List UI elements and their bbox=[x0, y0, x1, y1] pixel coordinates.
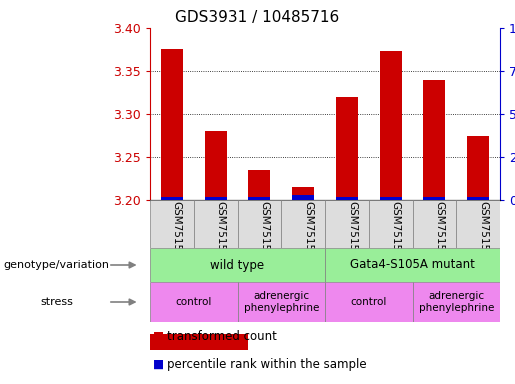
Bar bbox=[325, 200, 369, 248]
Text: percentile rank within the sample: percentile rank within the sample bbox=[167, 358, 367, 371]
Text: control: control bbox=[351, 297, 387, 307]
Bar bbox=[336, 97, 358, 200]
Bar bbox=[204, 197, 227, 200]
Text: Gata4-S105A mutant: Gata4-S105A mutant bbox=[350, 258, 475, 271]
Bar bbox=[467, 136, 489, 200]
Text: GSM751510: GSM751510 bbox=[260, 202, 269, 265]
Text: adrenergic
phenylephrine: adrenergic phenylephrine bbox=[244, 291, 319, 313]
Bar bbox=[380, 197, 402, 200]
Bar bbox=[325, 248, 500, 282]
Bar bbox=[150, 248, 325, 282]
Bar bbox=[150, 282, 237, 322]
Bar bbox=[150, 334, 248, 350]
Bar bbox=[292, 195, 314, 200]
Bar bbox=[150, 200, 194, 248]
Text: transformed count: transformed count bbox=[167, 330, 277, 343]
Text: stress: stress bbox=[41, 297, 73, 307]
Bar bbox=[237, 200, 281, 248]
Bar bbox=[248, 197, 270, 200]
Text: ■: ■ bbox=[152, 330, 164, 343]
Bar bbox=[161, 50, 183, 200]
Bar bbox=[413, 200, 456, 248]
Bar bbox=[292, 187, 314, 200]
Bar bbox=[423, 79, 445, 200]
Bar bbox=[413, 282, 500, 322]
Bar bbox=[336, 197, 358, 200]
Text: GSM751514: GSM751514 bbox=[434, 202, 444, 265]
Text: control: control bbox=[176, 297, 212, 307]
Text: GSM751513: GSM751513 bbox=[390, 202, 401, 265]
Bar bbox=[423, 197, 445, 200]
Bar bbox=[281, 200, 325, 248]
Text: GSM751509: GSM751509 bbox=[216, 202, 226, 265]
Bar bbox=[467, 197, 489, 200]
Bar bbox=[380, 51, 402, 200]
Text: GDS3931 / 10485716: GDS3931 / 10485716 bbox=[176, 10, 339, 25]
Text: GSM751512: GSM751512 bbox=[347, 202, 357, 265]
Text: ■: ■ bbox=[152, 358, 164, 371]
Bar bbox=[237, 282, 325, 322]
Bar bbox=[248, 170, 270, 200]
Text: wild type: wild type bbox=[211, 258, 265, 271]
Bar bbox=[456, 200, 500, 248]
Bar bbox=[369, 200, 413, 248]
Text: adrenergic
phenylephrine: adrenergic phenylephrine bbox=[419, 291, 494, 313]
Bar bbox=[325, 282, 413, 322]
Text: GSM751508: GSM751508 bbox=[172, 202, 182, 265]
Text: GSM751511: GSM751511 bbox=[303, 202, 313, 265]
Bar bbox=[204, 131, 227, 200]
Text: GSM751515: GSM751515 bbox=[478, 202, 488, 265]
Bar bbox=[194, 200, 237, 248]
Text: genotype/variation: genotype/variation bbox=[3, 260, 109, 270]
Bar bbox=[161, 197, 183, 200]
